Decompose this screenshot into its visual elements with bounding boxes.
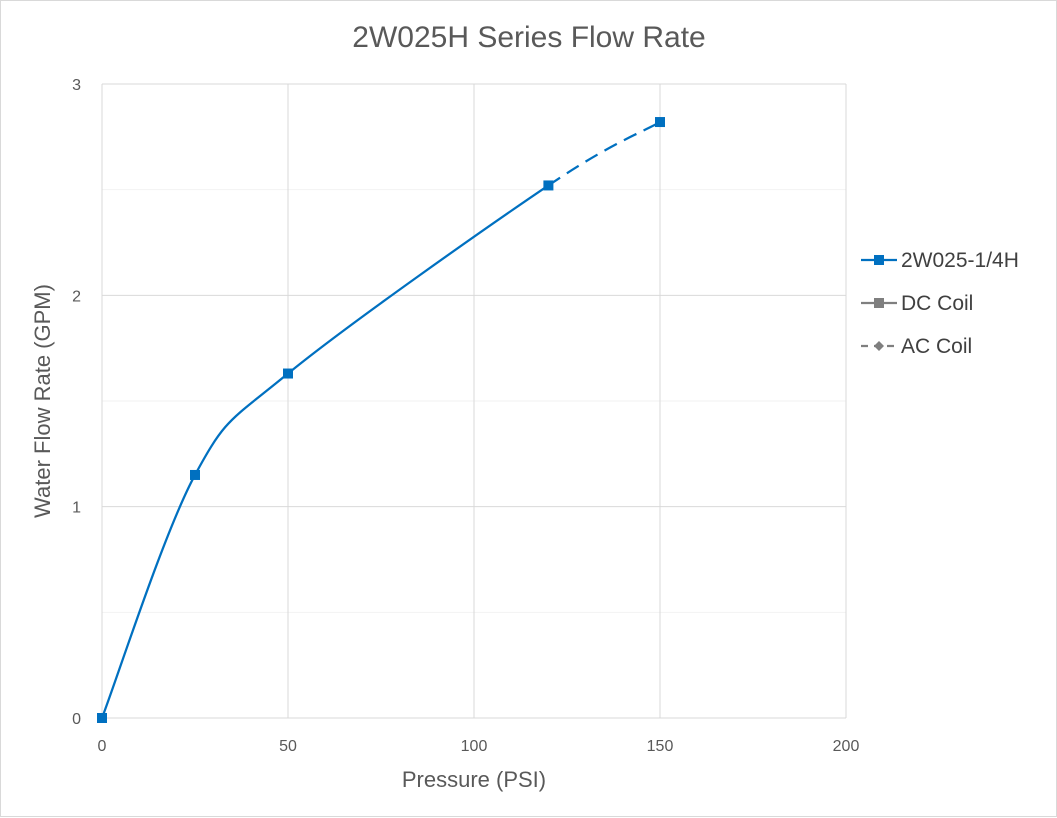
y-tick-label: 0 xyxy=(72,711,81,728)
data-point-marker xyxy=(543,180,554,191)
y-axis-title: Water Flow Rate (GPM) xyxy=(30,284,55,518)
legend-label: 2W025-1/4H xyxy=(901,249,1019,272)
legend: 2W025-1/4H DC Coil AC Coil xyxy=(861,249,1019,358)
data-point-marker xyxy=(655,117,665,128)
data-point-marker xyxy=(283,368,293,379)
data-point-marker xyxy=(190,469,200,480)
x-axis-title: Pressure (PSI) xyxy=(402,767,546,792)
data-point-marker xyxy=(97,713,107,723)
series-line-solid xyxy=(100,184,550,719)
x-tick-label: 100 xyxy=(461,738,488,755)
y-tick-label: 3 xyxy=(72,77,81,94)
series-line-dashed xyxy=(547,121,661,187)
y-tick-label: 1 xyxy=(72,500,81,517)
series-layer xyxy=(97,117,665,723)
gridlines xyxy=(101,83,847,719)
y-tick-label: 2 xyxy=(72,288,81,305)
legend-label: DC Coil xyxy=(901,292,973,315)
legend-marker-square xyxy=(874,255,884,265)
legend-label: AC Coil xyxy=(901,335,972,358)
x-tick-label: 0 xyxy=(98,738,107,755)
x-tick-label: 50 xyxy=(279,738,297,755)
legend-marker-square xyxy=(874,298,884,308)
x-tick-label: 150 xyxy=(647,738,674,755)
x-tick-label: 200 xyxy=(833,738,860,755)
chart-title: 2W025H Series Flow Rate xyxy=(352,21,705,54)
axes: 0 1 2 3 0 50 100 150 200 xyxy=(72,77,859,755)
legend-marker-diamond xyxy=(874,341,884,351)
